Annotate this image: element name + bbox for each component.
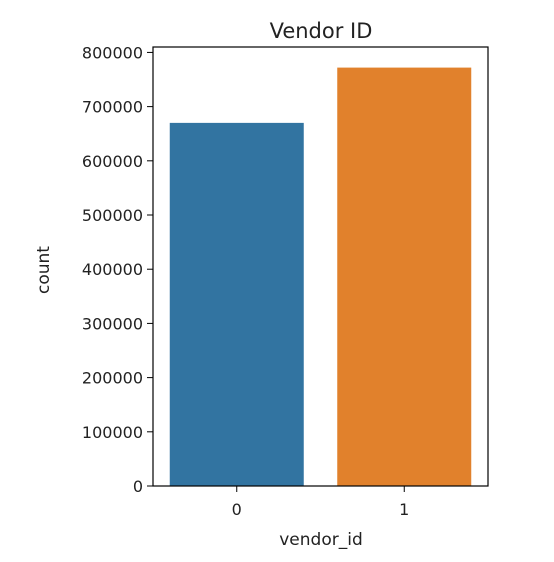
chart-title: Vendor ID [270, 19, 373, 43]
x-tick-label: 1 [399, 500, 409, 519]
bar-vendor-0 [169, 122, 304, 487]
y-axis-ticks: 0 100000 200000 300000 400000 500000 600000 700… [82, 43, 153, 496]
y-tick-label: 200000 [82, 369, 143, 388]
y-tick-label: 400000 [82, 260, 143, 279]
y-tick-label: 700000 [82, 98, 143, 117]
y-tick-label: 500000 [82, 206, 143, 225]
y-tick-label: 100000 [82, 423, 143, 442]
x-axis-label: vendor_id [279, 530, 363, 550]
y-axis-label: count [34, 246, 54, 294]
y-tick-label: 800000 [82, 43, 143, 62]
y-tick-label: 600000 [82, 152, 143, 171]
y-tick-label: 0 [133, 477, 143, 496]
bar-group [169, 67, 472, 487]
y-tick-label: 300000 [82, 314, 143, 333]
plot-frame [152, 46, 489, 487]
x-tick-label: 0 [232, 500, 242, 519]
bar-vendor-1 [337, 67, 472, 486]
